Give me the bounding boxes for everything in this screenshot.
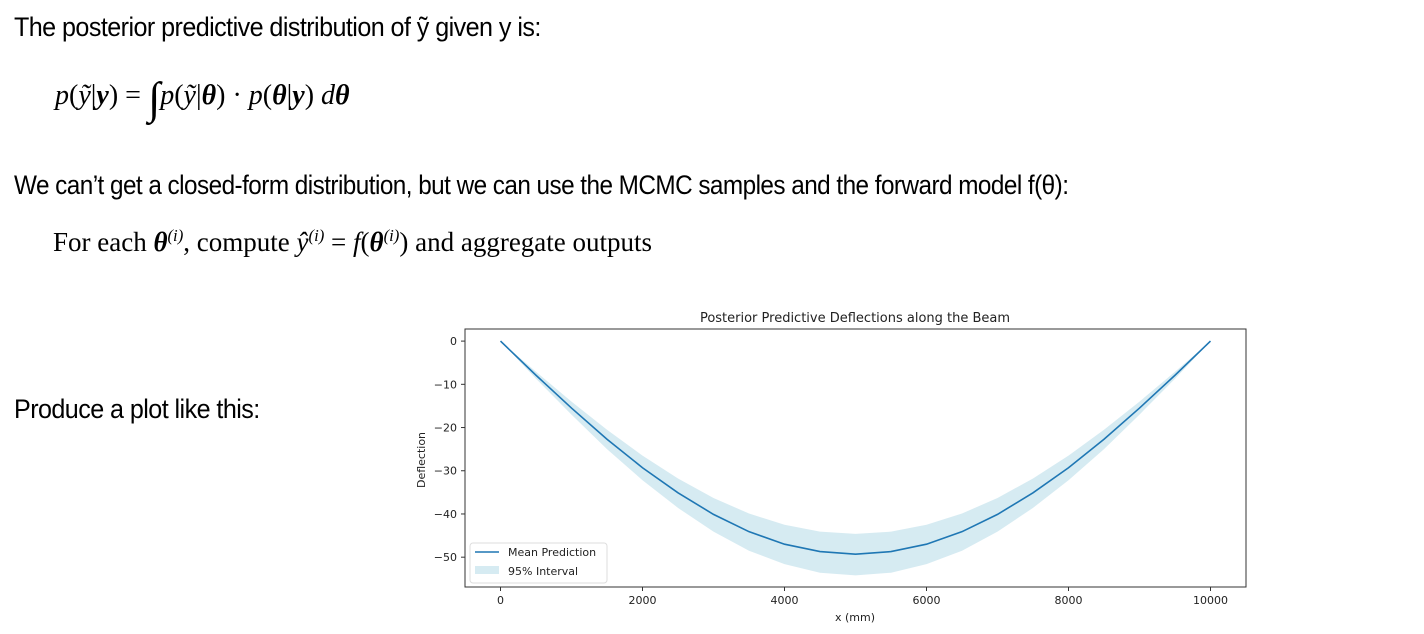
text-segment: θ [369, 227, 384, 257]
procedure-formula: For each θ(i), compute ŷ(i) = f(θ(i)) an… [53, 226, 652, 258]
text-segment: ( [1034, 170, 1042, 200]
text-segment: y [292, 80, 305, 112]
text-segment: p [248, 80, 263, 112]
text-segment: ( [262, 80, 273, 112]
text-segment: (i) [383, 226, 400, 245]
y-tick-label: −40 [434, 508, 457, 521]
text-segment: | [286, 80, 293, 112]
text-segment: ) [304, 80, 322, 112]
legend-interval-label: 95% Interval [508, 565, 578, 578]
text-segment: We can’t get a closed-form distribution,… [14, 170, 1028, 200]
text-segment: ) [399, 227, 409, 257]
text-segment: given [428, 12, 499, 42]
x-axis-label: x (mm) [835, 611, 875, 624]
text-segment: Produce a plot like this: [14, 394, 260, 424]
interval-band [500, 341, 1211, 576]
y-axis-label: Deflection [415, 432, 428, 488]
text-segment: = [324, 227, 354, 257]
text-segment: θ [272, 80, 287, 112]
text-segment: y [498, 12, 512, 42]
text-segment: For each [53, 227, 154, 257]
y-tick-label: −10 [434, 378, 457, 391]
legend-mean-label: Mean Prediction [508, 546, 596, 559]
text-segment: θ [201, 80, 217, 112]
text-segment: p [55, 80, 69, 112]
y-tick-label: −20 [434, 422, 457, 435]
text-segment: ) · [216, 80, 249, 112]
text-segment: y [96, 80, 109, 112]
x-tick-label: 6000 [913, 594, 941, 607]
x-tick-label: 10000 [1193, 594, 1228, 607]
text-segment: , compute [183, 227, 297, 257]
posterior-predictive-formula: p(ỹ|y) = ∫p(ỹ|θ) · p(θ|y) dθ [55, 72, 350, 124]
text-segment: ỹ [78, 80, 91, 112]
text-segment: ŷ [296, 227, 309, 257]
text-segment: The posterior predictive distribution of [14, 12, 417, 42]
text-segment: ): [1054, 170, 1069, 200]
text-segment: (i) [308, 226, 325, 245]
x-tick-label: 8000 [1055, 594, 1083, 607]
text-segment: is: [510, 12, 541, 42]
text-segment: ( [360, 227, 370, 257]
text-segment: θ [335, 80, 350, 112]
y-tick-label: 0 [450, 335, 457, 348]
text-segment: ( [69, 80, 79, 112]
mean-line [499, 340, 1212, 555]
text-segment: | [90, 80, 97, 112]
legend-interval-swatch [475, 566, 499, 574]
text-segment: and aggregate outputs [408, 227, 653, 257]
plot-instruction: Produce a plot like this: [14, 394, 260, 425]
text-segment: f [353, 227, 361, 257]
text-segment: θ [1041, 170, 1056, 200]
legend: Mean Prediction 95% Interval [469, 542, 608, 584]
y-tick-label: −30 [434, 465, 457, 478]
method-text: We can’t get a closed-form distribution,… [14, 170, 1069, 201]
x-tick-label: 0 [497, 594, 504, 607]
intro-text: The posterior predictive distribution of… [14, 12, 541, 43]
text-segment: ∫ [147, 73, 161, 123]
text-segment: (i) [167, 226, 184, 245]
text-segment: θ [153, 227, 168, 257]
chart-title: Posterior Predictive Deflections along t… [700, 311, 1010, 326]
text-segment: p [160, 80, 175, 112]
x-tick-label: 4000 [771, 594, 799, 607]
text-segment: f [1027, 170, 1035, 200]
text-segment: ỹ [183, 80, 196, 112]
y-tick-label: −50 [434, 551, 457, 564]
text-segment: ỹ [416, 12, 430, 42]
x-tick-label: 2000 [629, 594, 657, 607]
text-segment: ( [174, 80, 184, 112]
text-segment: ) = [108, 80, 148, 112]
text-segment: | [195, 80, 202, 112]
text-segment: d [321, 80, 336, 112]
plot-frame [464, 328, 1247, 588]
